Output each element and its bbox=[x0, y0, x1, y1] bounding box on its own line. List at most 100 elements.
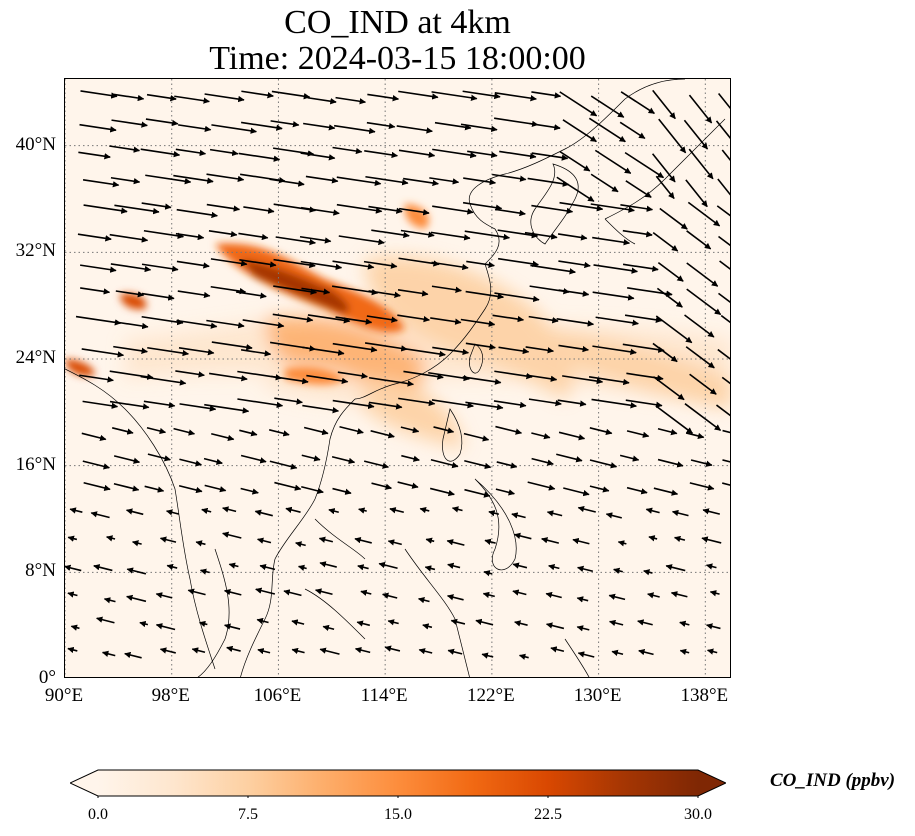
wind-arrow bbox=[494, 292, 540, 303]
wind-arrow bbox=[147, 453, 171, 462]
wind-arrow bbox=[645, 507, 660, 514]
wind-arrow bbox=[203, 457, 223, 465]
wind-arrow bbox=[201, 507, 212, 515]
wind-arrow bbox=[721, 149, 730, 161]
wind-arrow bbox=[209, 372, 248, 382]
wind-arrow bbox=[398, 90, 439, 100]
wind-arrow bbox=[690, 459, 713, 467]
wind-arrow bbox=[389, 507, 404, 514]
wind-arrow bbox=[559, 201, 604, 212]
wind-arrow bbox=[494, 370, 533, 380]
wind-arrow bbox=[688, 94, 713, 124]
wind-arrow bbox=[67, 646, 78, 654]
wind-arrow bbox=[514, 620, 528, 627]
wind-arrow bbox=[315, 588, 333, 596]
wind-arrow bbox=[332, 260, 375, 270]
wind-arrow bbox=[241, 90, 274, 99]
wind-arrow bbox=[718, 235, 730, 247]
wind-arrow bbox=[709, 590, 720, 597]
wind-arrow bbox=[685, 179, 708, 208]
wind-arrow bbox=[511, 512, 526, 519]
wind-arrow bbox=[528, 398, 562, 407]
wind-arrow bbox=[428, 371, 470, 382]
wind-arrow bbox=[82, 460, 110, 470]
wind-arrow bbox=[559, 91, 598, 117]
wind-arrow bbox=[499, 150, 537, 160]
wind-arrow bbox=[195, 540, 206, 547]
wind-arrow bbox=[366, 121, 396, 130]
wind-arrow bbox=[450, 618, 466, 626]
x-tick-label: 138°E bbox=[680, 685, 729, 706]
wind-arrow bbox=[576, 596, 589, 603]
wind-arrow bbox=[177, 290, 211, 299]
wind-arrow bbox=[431, 285, 462, 293]
wind-arrow bbox=[239, 259, 277, 268]
wind-arrow bbox=[665, 564, 686, 572]
wind-arrow bbox=[494, 92, 537, 102]
wind-arrow bbox=[140, 375, 187, 386]
wind-arrow bbox=[679, 620, 690, 627]
map-plot-area bbox=[64, 78, 731, 678]
wind-arrow bbox=[283, 589, 302, 597]
wind-arrow bbox=[657, 458, 684, 468]
wind-arrow bbox=[684, 314, 715, 338]
y-tick-label: 8°N bbox=[25, 560, 56, 582]
wind-arrow bbox=[332, 399, 375, 410]
wind-arrow bbox=[622, 229, 653, 238]
wind-arrow bbox=[446, 539, 465, 546]
wind-arrow bbox=[433, 426, 455, 434]
wind-arrow bbox=[590, 173, 619, 193]
wind-arrow bbox=[358, 507, 367, 514]
wind-arrow bbox=[336, 203, 383, 214]
wind-arrow bbox=[113, 482, 140, 492]
wind-arrow bbox=[297, 564, 307, 571]
wind-arrow bbox=[111, 119, 148, 128]
wind-arrow bbox=[360, 589, 372, 596]
wind-arrow bbox=[548, 564, 560, 571]
wind-arrow bbox=[110, 176, 141, 185]
wind-arrow bbox=[684, 403, 722, 432]
wind-arrow bbox=[254, 509, 273, 517]
wind-arrow bbox=[165, 509, 179, 516]
wind-arrow bbox=[146, 427, 167, 435]
wind-arrow bbox=[331, 455, 356, 465]
wind-arrow bbox=[80, 90, 118, 99]
wind-arrow bbox=[238, 232, 269, 241]
wind-arrow bbox=[591, 398, 637, 409]
wind-arrow bbox=[397, 481, 419, 489]
wind-arrow bbox=[238, 152, 281, 162]
wind-arrow bbox=[613, 567, 623, 574]
wind-arrow bbox=[173, 174, 214, 184]
wind-arrow bbox=[531, 204, 574, 215]
wind-arrow bbox=[302, 346, 345, 356]
wind-arrow bbox=[465, 401, 504, 411]
wind-arrow bbox=[235, 291, 267, 299]
wind-arrow bbox=[689, 373, 717, 395]
wind-arrow bbox=[140, 148, 181, 158]
wind-arrow bbox=[206, 203, 241, 212]
wind-arrow bbox=[364, 342, 408, 352]
wind-arrow bbox=[322, 624, 335, 632]
wind-arrow bbox=[589, 459, 618, 469]
wind-arrow bbox=[430, 231, 471, 241]
wind-arrow bbox=[257, 648, 271, 655]
wind-arrow bbox=[620, 91, 655, 115]
wind-arrow bbox=[493, 400, 527, 409]
wind-arrow bbox=[78, 151, 111, 160]
wind-arrow bbox=[126, 594, 147, 603]
wind-arrow bbox=[465, 290, 505, 300]
wind-arrow bbox=[588, 117, 626, 143]
wind-arrow bbox=[589, 427, 613, 435]
wind-arrow bbox=[462, 201, 503, 211]
colorbar-min-extension bbox=[70, 770, 98, 796]
wind-arrow bbox=[226, 645, 241, 653]
wind-arrow bbox=[159, 647, 176, 654]
wind-arrow bbox=[187, 588, 206, 596]
wind-arrow bbox=[384, 645, 401, 652]
wind-arrow bbox=[270, 120, 300, 128]
wind-arrow bbox=[198, 620, 208, 628]
wind-arrow bbox=[271, 375, 309, 385]
wind-arrow bbox=[269, 460, 298, 470]
wind-arrow bbox=[656, 287, 683, 308]
wind-arrow bbox=[674, 535, 686, 543]
